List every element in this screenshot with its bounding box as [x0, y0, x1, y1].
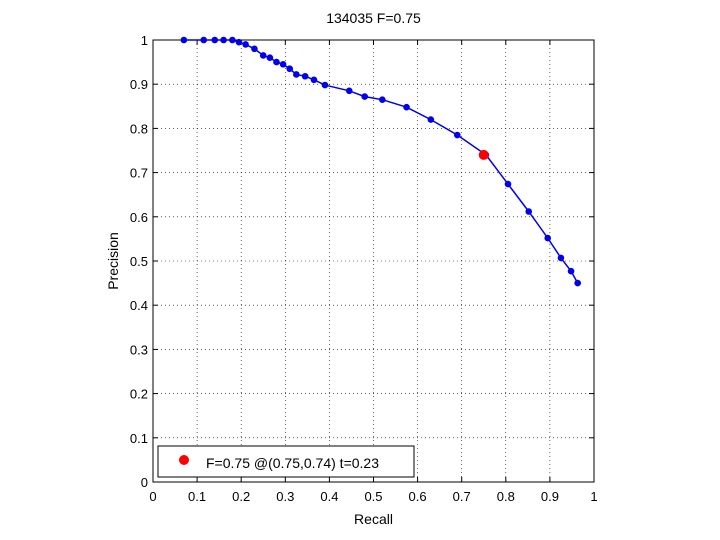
y-tick-label: 0.5: [130, 254, 148, 269]
data-point: [180, 36, 188, 44]
y-tick-label: 0.2: [130, 387, 148, 402]
x-tick-label: 0.7: [453, 489, 471, 504]
data-point: [525, 208, 533, 215]
data-point: [266, 54, 274, 61]
x-tick-label: 0.9: [541, 489, 559, 504]
grid-lines: [153, 40, 594, 482]
data-point: [379, 96, 386, 103]
data-point: [235, 38, 243, 46]
x-tick-label: 0.4: [320, 489, 338, 504]
y-tick-label: 0.1: [130, 431, 148, 446]
best-f-point: [478, 149, 489, 160]
data-point: [361, 93, 368, 100]
data-point: [345, 87, 353, 95]
y-tick-label: 0.7: [130, 166, 148, 181]
chart-title: 134035 F=0.75: [326, 10, 421, 26]
data-point: [321, 81, 329, 89]
data-point: [557, 254, 565, 262]
data-point: [574, 279, 581, 287]
data-point: [403, 103, 410, 111]
data-point: [242, 41, 249, 48]
data-point: [504, 180, 512, 188]
legend-box: [157, 445, 415, 478]
y-tick-label: 0.9: [130, 77, 148, 92]
legend-entry: F=0.75 @(0.75,0.74) t=0.23: [206, 455, 379, 471]
x-tick-label: 0.3: [276, 489, 294, 504]
x-tick-label: 0.1: [188, 489, 206, 504]
x-tick-label: 0.5: [364, 489, 382, 504]
x-tick-label: 0.2: [232, 489, 250, 504]
y-tick-label: 0: [141, 475, 148, 490]
data-point: [220, 36, 227, 44]
data-point: [293, 71, 300, 78]
data-point: [427, 116, 435, 123]
x-tick-label: 0: [149, 489, 156, 504]
series-group: [180, 36, 581, 287]
x-tick-label: 1: [590, 489, 597, 504]
data-point: [286, 65, 294, 73]
data-point: [453, 131, 461, 139]
data-point: [259, 52, 267, 59]
y-tick-label: 0.3: [130, 342, 148, 357]
y-axis-label: Precision: [105, 232, 121, 290]
plot-frame: [152, 39, 595, 483]
y-tick-label: 0.6: [130, 210, 148, 225]
data-point: [544, 234, 551, 242]
y-tick-label: 0.8: [130, 121, 148, 136]
data-point: [211, 36, 219, 44]
legend: F=0.75 @(0.75,0.74) t=0.23: [157, 445, 415, 478]
data-point: [279, 61, 287, 68]
y-tick-label: 0.4: [130, 298, 148, 313]
data-point: [200, 36, 208, 44]
data-point: [310, 76, 318, 84]
y-tick-label: 1: [141, 33, 148, 48]
data-point: [251, 45, 258, 53]
x-tick-label: 0.8: [497, 489, 515, 504]
data-point: [273, 58, 280, 66]
x-tick-label: 0.6: [409, 489, 427, 504]
data-point: [301, 72, 309, 80]
x-axis-label: Recall: [354, 511, 393, 527]
legend-marker: [179, 455, 189, 465]
data-point: [229, 36, 236, 44]
data-point: [567, 267, 575, 275]
